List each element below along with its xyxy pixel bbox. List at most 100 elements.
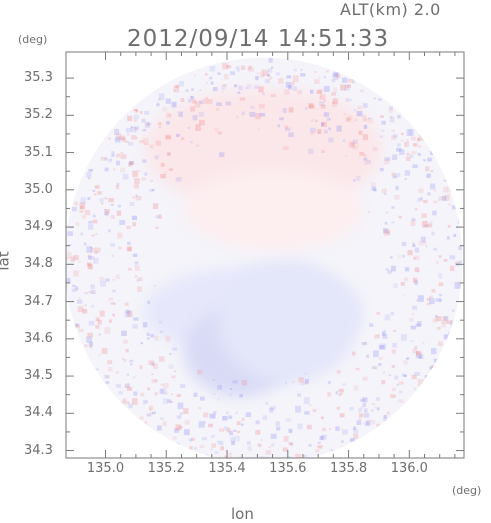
speckle-cell: [226, 428, 231, 433]
speckle-cell: [208, 423, 213, 428]
speckle-cell: [334, 71, 339, 76]
speckle-cell: [175, 177, 182, 182]
speckle-cell: [148, 189, 154, 193]
speckle-cell: [158, 122, 162, 126]
speckle-cell: [388, 107, 393, 113]
speckle-cell: [149, 408, 152, 411]
speckle-cell: [415, 299, 419, 302]
speckle-cell: [214, 128, 219, 132]
speckle-cell: [162, 106, 168, 112]
speckle-cell: [237, 456, 243, 458]
speckle-cell: [79, 210, 84, 213]
speckle-cell: [236, 69, 240, 73]
speckle-cell: [226, 411, 229, 415]
speckle-cell: [262, 69, 269, 77]
speckle-cell: [160, 162, 165, 168]
speckle-cell: [139, 416, 144, 420]
speckle-cell: [317, 445, 323, 449]
speckle-cell: [199, 89, 202, 92]
speckle-cell: [318, 77, 321, 79]
speckle-cell: [306, 424, 312, 430]
speckle-cell: [178, 80, 184, 87]
speckle-cell: [122, 173, 129, 180]
speckle-cell: [236, 430, 241, 433]
speckle-cell: [300, 382, 304, 386]
speckle-cell: [257, 128, 260, 130]
speckle-cell: [81, 215, 86, 219]
speckle-cell: [432, 210, 437, 216]
speckle-cell: [195, 124, 201, 132]
speckle-cell: [391, 364, 395, 368]
speckle-cell: [158, 126, 161, 129]
speckle-cell: [268, 446, 271, 448]
speckle-cell: [144, 172, 148, 176]
speckle-cell: [394, 375, 399, 380]
speckle-cell: [101, 202, 104, 205]
speckle-cell: [160, 388, 167, 395]
speckle-cell: [335, 426, 340, 431]
speckle-cell: [94, 247, 101, 253]
speckle-cell: [95, 324, 100, 329]
speckle-cell: [164, 171, 167, 175]
speckle-cell: [149, 144, 154, 149]
speckle-cell: [154, 335, 159, 341]
speckle-cell: [91, 234, 95, 237]
speckle-cell: [317, 88, 323, 94]
y-tick-label: 34.5: [24, 368, 53, 384]
speckle-cell: [238, 85, 243, 91]
speckle-cell: [361, 114, 366, 118]
speckle-cell: [159, 330, 163, 333]
speckle-cell: [286, 75, 292, 79]
speckle-cell: [154, 379, 159, 382]
speckle-cell: [104, 209, 107, 211]
speckle-cell: [107, 229, 112, 233]
speckle-cell: [151, 411, 156, 415]
speckle-cell: [288, 441, 292, 446]
speckle-cell: [73, 270, 79, 277]
speckle-cell: [154, 155, 159, 160]
speckle-cell: [297, 90, 302, 95]
speckle-cell: [66, 277, 71, 284]
speckle-cell: [453, 233, 457, 238]
speckle-cell: [94, 193, 97, 196]
speckle-cell: [159, 389, 165, 394]
speckle-cell: [175, 84, 179, 89]
speckle-cell: [360, 406, 364, 409]
speckle-cell: [184, 420, 190, 425]
speckle-cell: [123, 359, 127, 362]
speckle-cell: [327, 392, 332, 397]
speckle-cell: [134, 261, 139, 265]
y-tick-label: 35.0: [24, 181, 53, 197]
y-tick-label: 34.7: [24, 293, 53, 309]
speckle-cell: [388, 374, 392, 376]
speckle-cell: [217, 384, 223, 390]
speckle-cell: [190, 106, 196, 112]
speckle-cell: [359, 89, 364, 93]
speckle-cell: [344, 84, 350, 91]
speckle-cell: [361, 341, 368, 346]
speckle-cell: [282, 108, 287, 113]
speckle-cell: [239, 97, 246, 101]
speckle-cell: [290, 442, 294, 446]
speckle-cell: [70, 256, 75, 262]
speckle-cell: [205, 73, 208, 76]
speckle-cell: [104, 157, 108, 161]
speckle-cell: [389, 105, 393, 110]
speckle-cell: [364, 413, 370, 418]
speckle-cell: [147, 122, 152, 126]
speckle-cell: [218, 440, 224, 446]
speckle-cell: [115, 160, 121, 166]
speckle-cell: [167, 399, 172, 403]
speckle-cell: [385, 268, 390, 271]
speckle-cell: [149, 411, 153, 416]
speckle-cell: [324, 129, 328, 134]
speckle-cell: [99, 198, 104, 203]
speckle-cell: [130, 135, 137, 140]
speckle-cell: [359, 398, 365, 402]
speckle-cell: [406, 128, 413, 136]
speckle-cell: [435, 260, 439, 264]
speckle-cell: [430, 169, 434, 173]
speckle-cell: [293, 68, 297, 72]
speckle-cell: [433, 200, 438, 204]
speckle-cell: [108, 319, 113, 323]
